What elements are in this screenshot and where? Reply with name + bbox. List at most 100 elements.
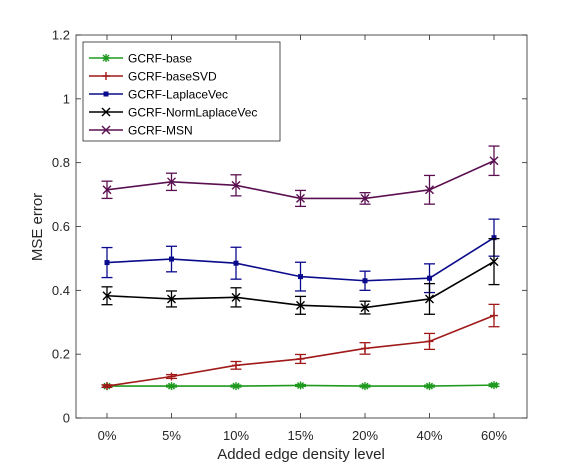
data-point (296, 381, 305, 390)
legend-label: GCRF-MSN (128, 124, 193, 138)
data-point (425, 294, 434, 304)
data-point (233, 260, 239, 266)
data-point (167, 294, 176, 304)
marker-stroke (232, 382, 240, 390)
x-tick-label: 40% (416, 428, 442, 443)
data-point (169, 256, 174, 262)
data-point (103, 91, 109, 97)
series-layer (101, 145, 500, 391)
marker-dot (233, 260, 239, 266)
x-tick-label: 0% (98, 428, 117, 443)
legend-entry: GCRF-base (89, 52, 192, 66)
marker-stroke (231, 180, 241, 190)
y-axis: 0 0.2 0.4 0.6 0.8 1 1.2 (52, 28, 527, 426)
marker-stroke (102, 185, 112, 195)
marker-stroke (425, 294, 434, 304)
marker-dot (169, 256, 174, 262)
data-point (490, 311, 498, 320)
data-point (361, 382, 369, 391)
data-point (167, 382, 176, 391)
x-tick-label: 60% (481, 428, 507, 443)
marker-stroke (168, 382, 175, 390)
marker-stroke (360, 193, 370, 203)
marker-stroke (489, 257, 499, 267)
x-tick-label: 20% (352, 428, 378, 443)
data-point (101, 125, 111, 135)
data-point (167, 372, 176, 381)
marker-dot (103, 91, 109, 97)
marker-stroke (102, 54, 110, 62)
data-point (491, 235, 497, 241)
data-point (231, 292, 241, 302)
data-point (490, 381, 498, 390)
marker-dot (362, 278, 368, 284)
x-axis-title: Added edge density level (217, 446, 385, 463)
legend-entry: GCRF-MSN (89, 124, 193, 138)
data-point (103, 382, 111, 391)
x-axis: 0% 5% 10% 15% 20% 40% 60% (98, 35, 507, 443)
data-point (102, 185, 112, 195)
data-point (425, 382, 434, 391)
y-tick-label: 0.2 (52, 347, 70, 362)
marker-stroke (361, 382, 369, 390)
series-gcrf-normlaplacevec (101, 237, 500, 315)
series-gcrf-basesvd (101, 303, 500, 391)
y-tick-label: 1.2 (52, 28, 70, 43)
data-point (361, 344, 369, 353)
marker-stroke (102, 291, 112, 301)
data-point (101, 107, 111, 117)
data-point (296, 354, 305, 363)
data-point (104, 260, 110, 266)
data-point (489, 257, 499, 267)
marker-stroke (167, 294, 176, 304)
y-tick-label: 0.4 (52, 283, 70, 298)
marker-stroke (231, 292, 241, 302)
legend-entry: GCRF-baseSVD (89, 70, 217, 84)
legend: GCRF-base GCRF-baseSVD GCRF-LaplaceVec GCRF… (82, 41, 281, 142)
legend-entry: GCRF-LaplaceVec (89, 88, 228, 102)
x-tick-label: 15% (287, 428, 313, 443)
data-point (232, 361, 240, 370)
marker-stroke (296, 300, 305, 310)
data-point (425, 337, 434, 346)
data-point (167, 177, 176, 187)
y-axis-title: MSE error (29, 193, 46, 261)
y-tick-label: 1 (63, 91, 70, 106)
data-point (489, 156, 499, 166)
series-gcrf-msn (101, 145, 500, 208)
marker-stroke (489, 156, 499, 166)
legend-label: GCRF-NormLaplaceVec (128, 106, 257, 120)
marker-stroke (426, 382, 433, 390)
data-point (231, 180, 241, 190)
marker-stroke (490, 381, 498, 389)
data-point (102, 54, 110, 62)
marker-stroke (167, 177, 176, 187)
x-tick-label: 5% (162, 428, 181, 443)
marker-dot (298, 274, 303, 280)
legend-entry: GCRF-NormLaplaceVec (89, 106, 257, 120)
marker-stroke (297, 381, 304, 389)
legend-label: GCRF-base (128, 52, 192, 66)
marker-dot (491, 235, 497, 241)
data-point (296, 300, 305, 310)
series-gcrf-base (101, 381, 500, 391)
marker-dot (427, 275, 432, 281)
data-point (360, 303, 370, 313)
data-point (102, 291, 112, 301)
marker-dot (104, 260, 110, 266)
legend-label: GCRF-baseSVD (128, 70, 217, 84)
y-tick-label: 0 (63, 411, 70, 426)
data-point (360, 193, 370, 203)
data-point (427, 275, 432, 281)
data-point (362, 278, 368, 284)
x-tick-label: 10% (223, 428, 249, 443)
y-tick-label: 0.8 (52, 155, 70, 170)
data-point (296, 193, 305, 203)
marker-stroke (101, 125, 111, 135)
marker-stroke (360, 303, 370, 313)
data-point (102, 72, 110, 80)
y-tick-label: 0.6 (52, 219, 70, 234)
marker-stroke (296, 193, 305, 203)
marker-stroke (425, 185, 434, 195)
